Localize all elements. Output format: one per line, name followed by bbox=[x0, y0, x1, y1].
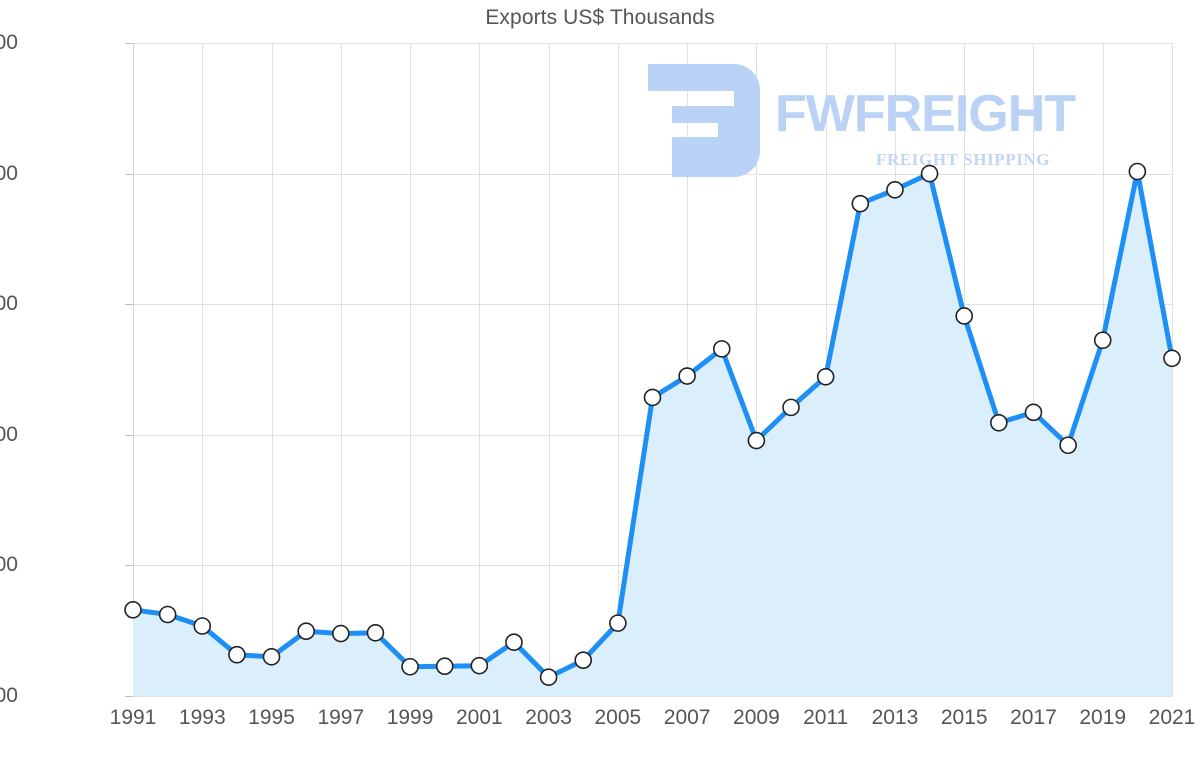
data-point-marker[interactable] bbox=[1128, 162, 1147, 181]
y-axis-tick bbox=[125, 696, 133, 697]
x-axis-tick-label: 2009 bbox=[733, 706, 780, 729]
x-axis-tick-label: 2011 bbox=[803, 706, 849, 729]
data-point-marker[interactable] bbox=[1059, 436, 1077, 455]
data-point-marker[interactable] bbox=[886, 180, 904, 199]
series-area-fill bbox=[133, 171, 1172, 696]
y-axis-tick bbox=[125, 173, 133, 175]
series-markers bbox=[124, 162, 1181, 686]
gridline-vertical bbox=[756, 43, 758, 696]
gridline-vertical bbox=[340, 43, 342, 696]
y-axis-tick-label: 500 000 bbox=[0, 684, 18, 707]
gridline-horizontal bbox=[133, 43, 1172, 44]
data-point-marker[interactable] bbox=[124, 600, 142, 619]
data-point-marker[interactable] bbox=[401, 657, 419, 676]
gridline-vertical bbox=[271, 43, 273, 696]
y-axis-tick bbox=[125, 304, 133, 306]
data-point-marker[interactable] bbox=[643, 388, 662, 407]
data-point-marker[interactable] bbox=[920, 164, 939, 183]
data-point-marker[interactable] bbox=[228, 645, 246, 664]
data-point-marker[interactable] bbox=[609, 614, 627, 632]
x-axis-tick-label: 1997 bbox=[317, 706, 365, 729]
x-axis-tick-label: 1991 bbox=[109, 706, 157, 729]
data-point-marker[interactable] bbox=[193, 617, 212, 635]
x-axis-tick-label: 2017 bbox=[1010, 706, 1057, 729]
data-point-marker[interactable] bbox=[851, 194, 870, 213]
gridline-vertical bbox=[617, 43, 619, 696]
plot-area bbox=[124, 43, 1181, 697]
gridline-vertical bbox=[1172, 43, 1173, 696]
data-point-marker[interactable] bbox=[712, 340, 731, 358]
data-point-marker[interactable] bbox=[297, 622, 315, 641]
x-axis-tick-label: 1993 bbox=[178, 706, 226, 729]
x-axis-tick-label: 2005 bbox=[594, 706, 642, 729]
x-axis-tick-label: 2015 bbox=[940, 706, 988, 729]
gridline-horizontal bbox=[133, 304, 1172, 306]
gridline-vertical bbox=[548, 43, 550, 696]
data-point-marker[interactable] bbox=[1163, 349, 1181, 368]
data-point-marker[interactable] bbox=[747, 431, 766, 450]
y-axis-tick bbox=[125, 434, 133, 436]
y-axis-tick-label: 3 000 000 bbox=[0, 31, 18, 54]
data-point-marker[interactable] bbox=[332, 624, 350, 643]
x-axis-tick-label: 2007 bbox=[663, 706, 711, 729]
exports-area-series bbox=[124, 162, 1181, 696]
gridline-vertical bbox=[202, 43, 204, 696]
data-point-marker[interactable] bbox=[505, 633, 523, 651]
gridline-vertical bbox=[410, 43, 412, 696]
data-point-marker[interactable] bbox=[1024, 403, 1043, 422]
data-point-marker[interactable] bbox=[955, 307, 974, 325]
x-axis-tick-label: 1995 bbox=[248, 706, 295, 729]
x-axis-tick-label: 2021 bbox=[1148, 706, 1196, 729]
x-axis-tick-label: 2003 bbox=[525, 706, 572, 729]
data-point-marker[interactable] bbox=[539, 668, 558, 686]
y-axis-tick-label: 2 000 000 bbox=[0, 292, 18, 316]
y-axis-tick bbox=[125, 43, 133, 44]
y-axis-tick-label: 1 000 000 bbox=[0, 553, 18, 577]
gridline-vertical bbox=[1033, 43, 1035, 696]
data-point-marker[interactable] bbox=[470, 656, 489, 675]
gridline-horizontal bbox=[133, 696, 1172, 697]
data-point-marker[interactable] bbox=[262, 648, 281, 666]
y-axis-tick-label: 2 500 000 bbox=[0, 161, 18, 185]
x-axis-tick-label: 2013 bbox=[871, 706, 919, 729]
x-axis-tick-label: 2001 bbox=[455, 706, 503, 729]
data-point-marker[interactable] bbox=[678, 367, 696, 385]
data-point-marker[interactable] bbox=[435, 657, 454, 676]
y-axis-tick-label: 1 500 000 bbox=[0, 422, 18, 446]
data-point-marker[interactable] bbox=[158, 605, 177, 624]
data-point-marker[interactable] bbox=[1093, 331, 1112, 350]
x-axis-tick-label: 1999 bbox=[386, 706, 434, 729]
y-axis-line bbox=[133, 43, 134, 696]
data-point-marker[interactable] bbox=[366, 623, 385, 642]
data-point-marker[interactable] bbox=[990, 413, 1008, 432]
y-axis-tick bbox=[125, 565, 133, 567]
gridline-vertical bbox=[479, 43, 481, 696]
data-point-marker[interactable] bbox=[574, 651, 593, 670]
x-axis-tick-label: 2019 bbox=[1079, 706, 1127, 729]
data-point-marker[interactable] bbox=[782, 398, 800, 417]
data-point-marker[interactable] bbox=[816, 368, 835, 386]
chart-title: Exports US$ Thousands bbox=[485, 6, 715, 29]
